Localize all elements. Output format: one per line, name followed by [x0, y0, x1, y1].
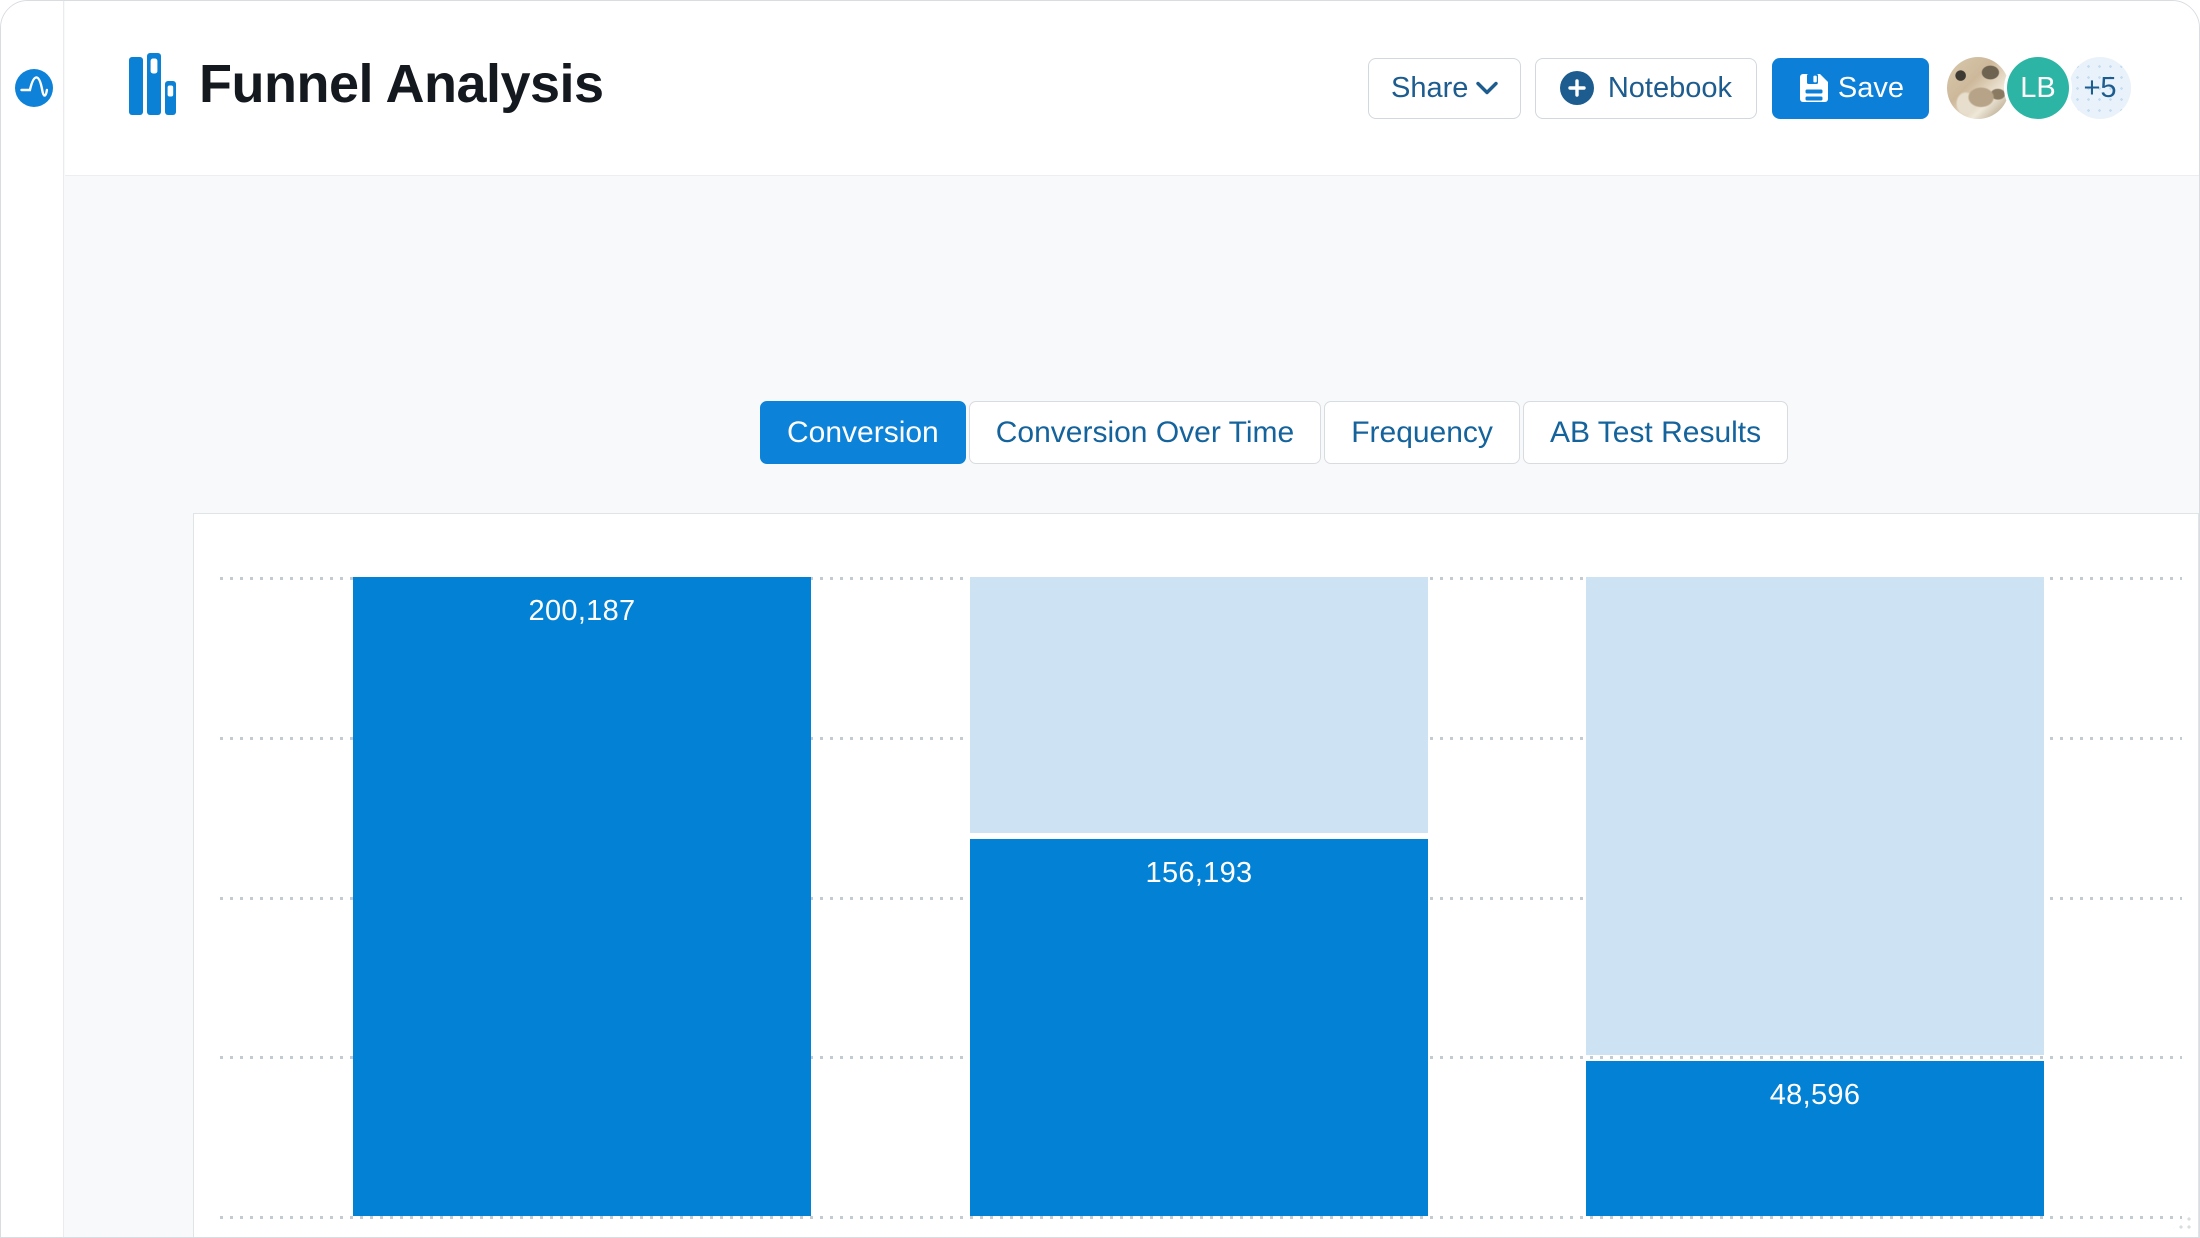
funnel-bar-dark[interactable]: 200,187 [353, 577, 811, 1216]
notebook-label: Notebook [1607, 71, 1732, 104]
funnel-step-column: 200,187 [353, 577, 811, 1216]
notebook-button[interactable]: Notebook [1535, 57, 1757, 119]
funnel-bar-light[interactable] [1586, 577, 2044, 1055]
user-avatar-initials[interactable]: LB [2007, 57, 2069, 119]
share-button[interactable]: Share [1368, 57, 1521, 119]
funnel-bar-dark[interactable]: 48,596 [1586, 1061, 2044, 1216]
save-button[interactable]: Save [1772, 57, 1929, 119]
funnel-value-label: 200,187 [528, 595, 636, 627]
funnel-bar-dark[interactable]: 156,193 [970, 839, 1428, 1216]
funnel-bar-light[interactable] [970, 577, 1428, 833]
tab-conversion[interactable]: Conversion [760, 401, 966, 464]
chart-card: 200,187Landing Page156,193Add to Cart48,… [193, 513, 2199, 1237]
tab-bar: Conversion Conversion Over Time Frequency A… [760, 401, 1789, 464]
title-group: Funnel Analysis [129, 51, 604, 117]
plus-circle-icon [1560, 71, 1594, 105]
funnel-value-label: 48,596 [1769, 1079, 1861, 1111]
save-label: Save [1837, 71, 1904, 104]
page-title: Funnel Analysis [199, 54, 604, 114]
content-area: Conversion Conversion Over Time Frequency A… [65, 177, 2199, 1237]
chevron-down-icon [1476, 81, 1498, 95]
left-rail [1, 1, 64, 1237]
header-actions: Share Notebook Save [1368, 57, 2131, 119]
share-label: Share [1391, 71, 1469, 104]
tab-label: AB Test Results [1549, 415, 1762, 449]
tab-label: Conversion Over Time [995, 415, 1295, 449]
tab-conversion-over-time[interactable]: Conversion Over Time [968, 401, 1322, 464]
avatar-overflow-count[interactable]: +5 [2069, 57, 2131, 119]
amplitude-logo-icon[interactable] [15, 69, 53, 107]
save-icon [1800, 74, 1828, 102]
tab-label: Conversion [787, 415, 939, 449]
funnel-step-column: 156,193 [970, 577, 1428, 1216]
gridline [220, 1216, 2182, 1219]
avatar-stack: LB +5 [1947, 57, 2131, 119]
tab-ab-test-results[interactable]: AB Test Results [1522, 401, 1789, 464]
funnel-value-label: 156,193 [1145, 857, 1253, 889]
header: Funnel Analysis Share Notebook [65, 1, 2199, 176]
funnel-step-column: 48,596 [1586, 577, 2044, 1216]
tab-label: Frequency [1351, 415, 1493, 449]
tab-frequency[interactable]: Frequency [1324, 401, 1520, 464]
bar-chart-icon [129, 51, 179, 117]
user-avatar-photo[interactable] [1947, 57, 2009, 119]
